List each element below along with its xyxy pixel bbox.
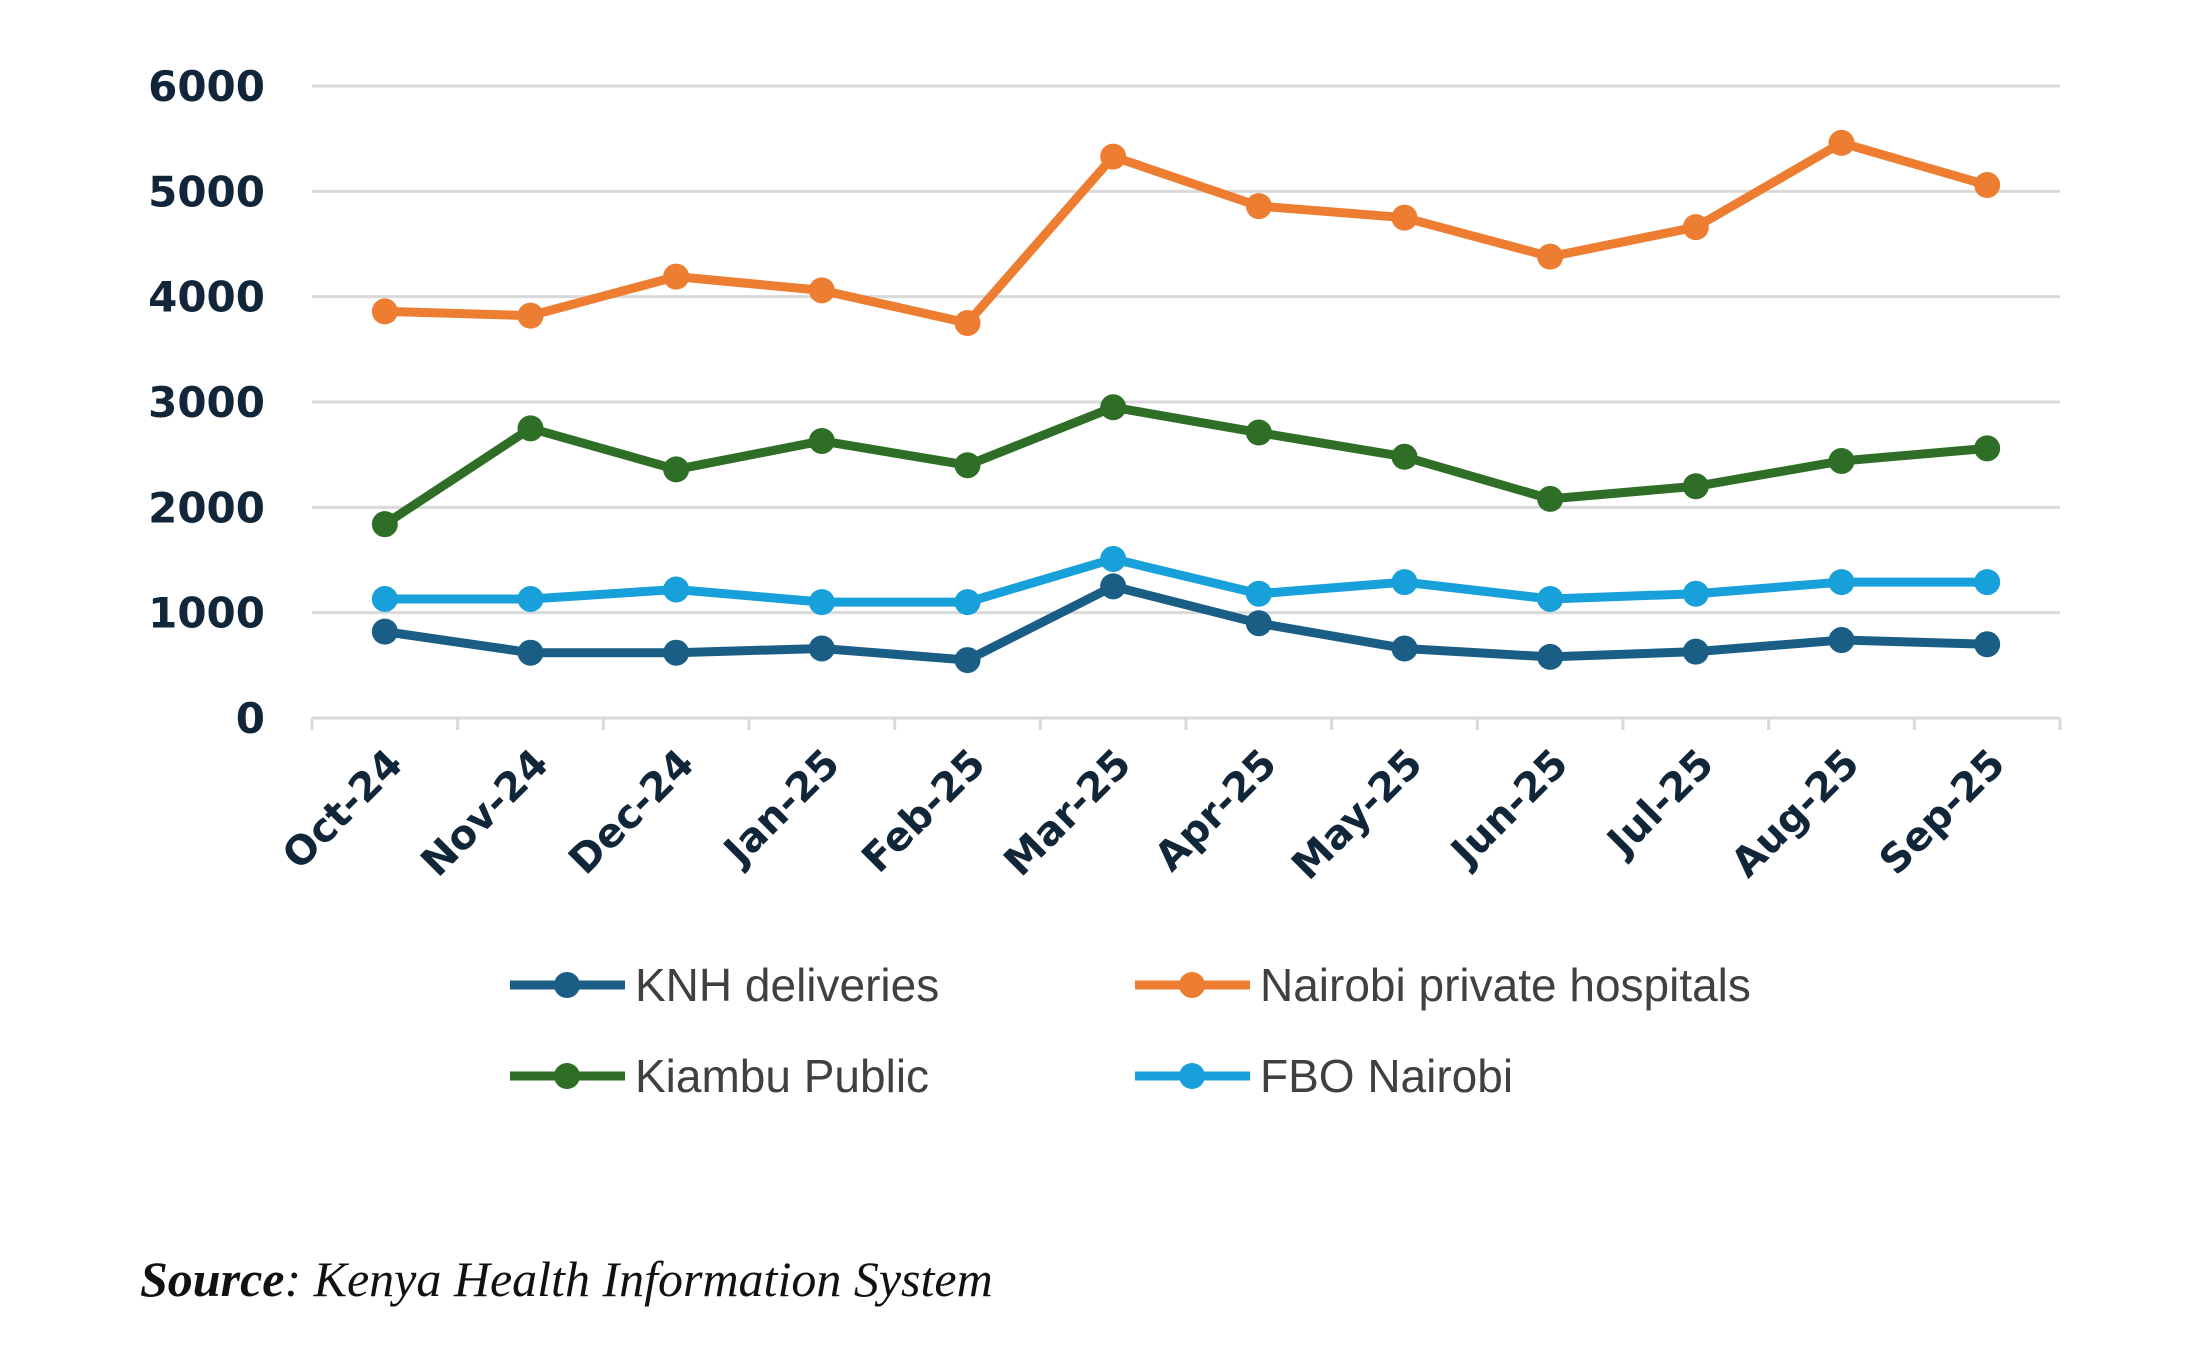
data-point bbox=[1974, 631, 2001, 658]
axes bbox=[310, 716, 2062, 730]
source-text: : Kenya Health Information System bbox=[284, 1251, 993, 1307]
x-tick-label: Dec-24 bbox=[560, 741, 703, 884]
data-point bbox=[954, 452, 981, 479]
legend-swatch-marker bbox=[554, 972, 580, 998]
data-point bbox=[1974, 435, 2001, 462]
x-tick-label: Sep-25 bbox=[1871, 741, 2014, 884]
data-point bbox=[1245, 580, 1272, 607]
series-lines bbox=[371, 129, 2001, 674]
data-point bbox=[954, 589, 981, 616]
data-point bbox=[371, 585, 398, 612]
y-axis-ticks: 0 1000 2000 3000 4000 5000 6000 bbox=[148, 62, 265, 743]
data-point bbox=[1682, 638, 1709, 665]
data-point bbox=[1537, 485, 1564, 512]
data-point bbox=[663, 639, 690, 666]
data-point bbox=[517, 302, 544, 329]
legend-item: Kiambu Public bbox=[510, 1050, 929, 1102]
legend-label: KNH deliveries bbox=[635, 959, 939, 1011]
legend-item: KNH deliveries bbox=[510, 959, 939, 1011]
x-tick-label: Jul-25 bbox=[1597, 741, 1723, 867]
data-point bbox=[1100, 573, 1127, 600]
data-point bbox=[1391, 443, 1418, 470]
legend-swatch-marker bbox=[1179, 972, 1205, 998]
data-point bbox=[1245, 419, 1272, 446]
data-point bbox=[1828, 129, 1855, 156]
data-point bbox=[1537, 243, 1564, 270]
data-point bbox=[954, 310, 981, 336]
data-point bbox=[1100, 394, 1127, 421]
data-point bbox=[517, 585, 544, 612]
data-point bbox=[808, 589, 835, 616]
data-point bbox=[371, 618, 398, 645]
x-tick-label: Jun-25 bbox=[1441, 741, 1578, 878]
data-point bbox=[808, 277, 835, 304]
source-note: Source: Kenya Health Information System bbox=[140, 1250, 993, 1308]
legend-item: FBO Nairobi bbox=[1135, 1050, 1513, 1102]
source-label: Source bbox=[140, 1251, 285, 1307]
series-line bbox=[380, 581, 1992, 665]
data-point bbox=[663, 456, 690, 483]
series-fbo-nairobi bbox=[371, 545, 2001, 616]
y-tick-label: 0 bbox=[236, 694, 265, 743]
data-point bbox=[1828, 447, 1855, 474]
legend-label: Kiambu Public bbox=[635, 1050, 929, 1102]
legend-swatch-marker bbox=[554, 1063, 580, 1089]
data-point bbox=[1391, 569, 1418, 596]
data-point bbox=[808, 635, 835, 662]
data-point bbox=[954, 647, 981, 674]
data-point bbox=[808, 427, 835, 454]
data-point bbox=[1974, 172, 2001, 199]
y-tick-label: 4000 bbox=[148, 273, 265, 322]
data-point bbox=[517, 415, 544, 442]
series-nairobi-private-hospitals bbox=[371, 129, 2001, 336]
data-point bbox=[1682, 214, 1709, 241]
data-point bbox=[1100, 143, 1127, 170]
x-tick-label: Mar-25 bbox=[995, 741, 1140, 886]
y-tick-label: 1000 bbox=[148, 589, 265, 638]
y-tick-label: 2000 bbox=[148, 483, 265, 532]
legend-item: Nairobi private hospitals bbox=[1135, 959, 1751, 1011]
data-point bbox=[1682, 473, 1709, 500]
legend-label: Nairobi private hospitals bbox=[1260, 959, 1751, 1011]
x-tick-label: Apr-25 bbox=[1146, 741, 1286, 881]
data-point bbox=[1828, 569, 1855, 596]
series-line bbox=[380, 402, 1992, 529]
x-tick-label: Jan-25 bbox=[713, 741, 848, 876]
series-kiambu-public bbox=[371, 394, 2001, 538]
data-point bbox=[1974, 569, 2001, 596]
x-tick-label: Feb-25 bbox=[853, 741, 994, 882]
x-tick-label: May-25 bbox=[1283, 741, 1431, 889]
data-point bbox=[1245, 610, 1272, 637]
y-tick-label: 3000 bbox=[148, 378, 265, 427]
x-tick-label: Oct-24 bbox=[274, 741, 412, 879]
x-axis-ticks: Oct-24 Nov-24 Dec-24 Jan-25 Feb-25 Mar-25 Apr-… bbox=[274, 741, 2014, 889]
data-point bbox=[517, 639, 544, 666]
data-point bbox=[1100, 545, 1127, 572]
data-point bbox=[663, 263, 690, 290]
data-point bbox=[371, 511, 398, 538]
data-point bbox=[1245, 193, 1272, 220]
data-point bbox=[1828, 627, 1855, 654]
data-point bbox=[1537, 585, 1564, 612]
x-tick-label: Aug-25 bbox=[1723, 741, 1869, 887]
series-line bbox=[380, 138, 1992, 328]
series-knh-deliveries bbox=[371, 573, 2001, 674]
legend-label: FBO Nairobi bbox=[1260, 1050, 1513, 1102]
y-tick-label: 5000 bbox=[148, 167, 265, 216]
y-tick-label: 6000 bbox=[148, 62, 265, 111]
series-line bbox=[380, 554, 1992, 607]
legend-swatch-marker bbox=[1179, 1063, 1205, 1089]
x-tick-label: Nov-24 bbox=[412, 741, 557, 886]
data-point bbox=[1391, 635, 1418, 662]
data-point bbox=[1391, 204, 1418, 231]
data-point bbox=[663, 576, 690, 603]
legend: KNH deliveries Nairobi private hospitals K… bbox=[510, 959, 1751, 1102]
data-point bbox=[371, 298, 398, 325]
data-point bbox=[1682, 580, 1709, 607]
data-point bbox=[1537, 643, 1564, 670]
